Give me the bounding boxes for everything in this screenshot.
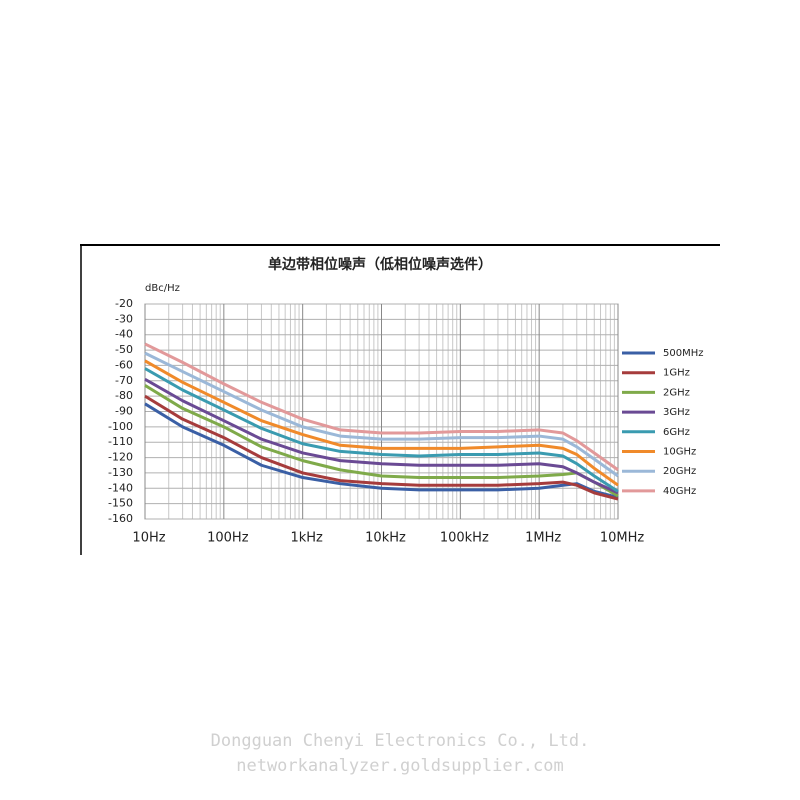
y-tick-label: -20 (115, 297, 133, 310)
legend-label: 40GHz (663, 486, 696, 497)
y-tick-label: -100 (108, 420, 133, 433)
y-tick-label: -80 (115, 389, 133, 402)
series-line (144, 367, 619, 493)
series-line (144, 342, 619, 472)
chart-title: 单边带相位噪声（低相位噪声选件） (268, 256, 492, 273)
x-tick-label: 1kHz (290, 531, 323, 546)
x-tick-label: 10kHz (365, 531, 406, 546)
series-line (144, 359, 619, 487)
x-tick-label: 10MHz (600, 531, 645, 546)
legend-label: 500MHz (663, 348, 703, 359)
y-tick-label: -30 (115, 312, 133, 325)
y-tick-label: -130 (108, 466, 133, 479)
x-tick-label: 10Hz (132, 531, 165, 546)
series-line (144, 351, 619, 478)
legend-label: 20GHz (663, 466, 696, 477)
legend-label: 2GHz (663, 387, 690, 398)
y-tick-label: -90 (115, 405, 133, 418)
y-tick-label: -160 (108, 512, 133, 525)
y-tick-label: -110 (108, 435, 133, 448)
x-tick-label: 100Hz (207, 531, 249, 546)
y-tick-label: -150 (108, 497, 133, 510)
watermark: Dongguan Chenyi Electronics Co., Ltd. (211, 731, 590, 751)
y-tick-label: -70 (115, 374, 133, 387)
y-tick-label: -60 (115, 358, 133, 371)
series-line (144, 377, 619, 495)
y-tick-label: -140 (108, 481, 133, 494)
legend-label: 6GHz (663, 427, 690, 438)
y-tick-label: -120 (108, 451, 133, 464)
x-tick-label: 1MHz (525, 531, 561, 546)
legend-label: 3GHz (663, 407, 690, 418)
legend-label: 10GHz (663, 447, 696, 458)
y-tick-label: -50 (115, 343, 133, 356)
y-axis-label: dBc/Hz (145, 283, 180, 294)
x-tick-label: 100kHz (440, 531, 489, 546)
series-line (144, 394, 619, 501)
y-tick-label: -40 (115, 328, 133, 341)
watermark: networkanalyzer.goldsupplier.com (236, 756, 564, 776)
series-line (144, 384, 619, 498)
legend-label: 1GHz (663, 368, 690, 379)
